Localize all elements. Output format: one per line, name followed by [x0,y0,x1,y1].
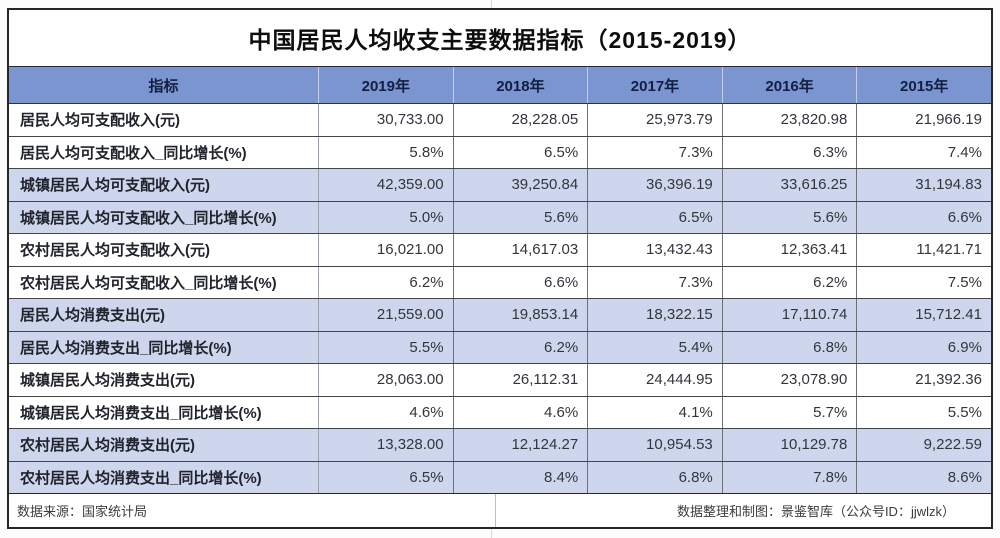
cell-value: 5.6% [723,201,858,233]
table-row: 居民人均消费支出_同比增长(%) 5.5% 6.2% 5.4% 6.8% 6.9% [9,331,991,364]
cell-value: 5.0% [319,201,454,233]
data-source-note: 数据来源：国家统计局 [17,504,148,519]
row-label: 居民人均可支配收入(元) [9,104,319,136]
cell-value: 6.3% [723,136,858,168]
cell-value: 33,616.25 [723,169,858,201]
row-label: 城镇居民人均消费支出(元) [9,364,319,396]
cell-value: 11,421.71 [916,241,982,259]
cell-value: 6.6% [947,208,982,226]
cell-value: 6.5% [588,201,723,233]
data-table: 中国居民人均收支主要数据指标（2015-2019） 指标 2019年 2018年 20… [7,8,993,529]
cell-value: 21,966.19 [915,111,982,129]
cell-value: 25,973.79 [588,104,723,136]
cell-value: 5.7% [723,396,858,428]
cell-value: 7.5% [947,273,982,291]
row-label: 居民人均可支配收入_同比增长(%) [9,136,319,168]
table-row: 农村居民人均消费支出_同比增长(%) 6.5% 8.4% 6.8% 7.8% 8.6% [9,461,991,493]
cell-value: 19,853.14 [454,299,589,331]
cell-value: 36,396.19 [588,169,723,201]
cell-value: 5.6% [454,201,589,233]
cell-value: 6.8% [723,331,858,363]
cell-value: 21,392.36 [915,371,982,389]
cell-value: 30,733.00 [319,104,454,136]
cell-value: 39,250.84 [454,169,589,201]
cell-value: 8.4% [454,461,589,493]
table-row: 农村居民人均消费支出(元) 13,328.00 12,124.27 10,954.53… [9,429,991,462]
table-footer-row: 数据来源：国家统计局 数据整理和制图：景鉴智库（公众号ID：jjwlzk） [9,493,991,527]
cell-value: 6.2% [454,331,589,363]
cell-value: 15,712.41 [915,306,982,324]
cell-value: 9,222.59 [923,436,982,454]
cell-value: 12,124.27 [454,429,589,461]
cell-value: 28,063.00 [319,364,454,396]
credit-note: 数据整理和制图：景鉴智库（公众号ID：jjwlzk） [676,504,955,519]
cell-value: 6.5% [319,461,454,493]
cell-value: 17,110.74 [723,299,858,331]
cell-value: 10,129.78 [723,429,858,461]
cell-value: 24,444.95 [588,364,723,396]
table-row: 居民人均可支配收入_同比增长(%) 5.8% 6.5% 7.3% 6.3% 7.4% [9,136,991,169]
table-header-row: 指标 2019年 2018年 2017年 2016年 2015年 [9,67,991,104]
row-label: 农村居民人均消费支出_同比增长(%) [9,461,319,493]
cell-value: 5.4% [588,331,723,363]
table-row: 城镇居民人均消费支出_同比增长(%) 4.6% 4.6% 4.1% 5.7% 5.5% [9,396,991,429]
row-label: 城镇居民人均可支配收入_同比增长(%) [9,201,319,233]
row-label: 居民人均消费支出_同比增长(%) [9,331,319,363]
header-cell-year: 2016年 [723,67,858,103]
cell-value: 7.8% [723,461,858,493]
cell-value: 14,617.03 [454,234,589,266]
table-row: 城镇居民人均可支配收入_同比增长(%) 5.0% 5.6% 6.5% 5.6% 6.6% [9,201,991,234]
cell-value: 4.1% [588,396,723,428]
cell-value: 7.3% [588,266,723,298]
row-label: 城镇居民人均消费支出_同比增长(%) [9,396,319,428]
table-row: 城镇居民人均可支配收入(元) 42,359.00 39,250.84 36,396.1… [9,169,991,202]
cell-value: 8.6% [947,468,982,486]
cell-value: 6.2% [319,266,454,298]
cell-value: 6.5% [454,136,589,168]
cell-value: 7.3% [588,136,723,168]
cell-value: 7.4% [947,143,982,161]
row-label: 农村居民人均可支配收入_同比增长(%) [9,266,319,298]
table-row: 农村居民人均可支配收入_同比增长(%) 6.2% 6.6% 7.3% 6.2% 7.5% [9,266,991,299]
table-row: 农村居民人均可支配收入(元) 16,021.00 14,617.03 13,432.4… [9,234,991,267]
row-label: 城镇居民人均可支配收入(元) [9,169,319,201]
page-title: 中国居民人均收支主要数据指标（2015-2019） [248,27,752,53]
table-title-row: 中国居民人均收支主要数据指标（2015-2019） [9,10,991,67]
cell-value: 18,322.15 [588,299,723,331]
cell-value: 42,359.00 [319,169,454,201]
cell-value: 16,021.00 [319,234,454,266]
cell-value: 4.6% [454,396,589,428]
header-cell-year: 2015年 [899,77,949,95]
cell-value: 13,328.00 [319,429,454,461]
header-cell-indicator: 指标 [9,67,319,103]
cell-value: 12,363.41 [723,234,858,266]
table-row: 城镇居民人均消费支出(元) 28,063.00 26,112.31 24,444.95… [9,364,991,397]
cell-value: 6.2% [723,266,858,298]
cell-value: 21,559.00 [319,299,454,331]
cell-value: 23,820.98 [723,104,858,136]
table-row: 居民人均消费支出(元) 21,559.00 19,853.14 18,322.15 17… [9,299,991,332]
cell-value: 4.6% [319,396,454,428]
cell-value: 10,954.53 [588,429,723,461]
footer-divider [495,494,496,527]
cell-value: 23,078.90 [723,364,858,396]
header-cell-year: 2018年 [454,67,589,103]
cell-value: 5.8% [319,136,454,168]
cell-value: 5.5% [319,331,454,363]
cell-value: 13,432.43 [588,234,723,266]
cell-value: 5.5% [947,403,982,421]
row-label: 农村居民人均可支配收入(元) [9,234,319,266]
cell-value: 6.8% [588,461,723,493]
row-label: 居民人均消费支出(元) [9,299,319,331]
cell-value: 6.6% [454,266,589,298]
cell-value: 6.9% [947,338,982,356]
table-row: 居民人均可支配收入(元) 30,733.00 28,228.05 25,973.79 2… [9,104,991,137]
header-cell-year: 2017年 [588,67,723,103]
cell-value: 31,194.83 [915,176,982,194]
cell-value: 26,112.31 [454,364,589,396]
header-cell-year: 2019年 [319,67,454,103]
row-label: 农村居民人均消费支出(元) [9,429,319,461]
cell-value: 28,228.05 [454,104,589,136]
table-body: 居民人均可支配收入(元) 30,733.00 28,228.05 25,973.79 2… [9,104,991,493]
